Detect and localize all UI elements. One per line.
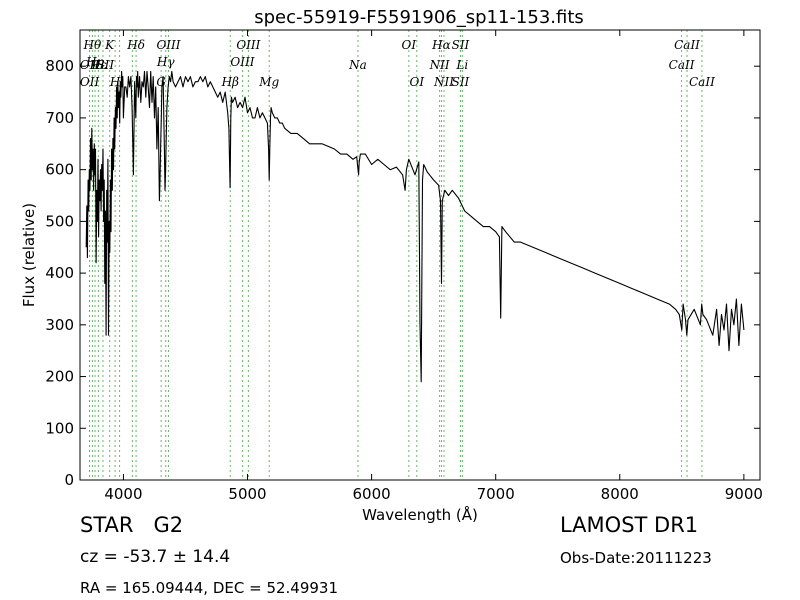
y-tick-label: 500 (45, 212, 74, 230)
line-label: H (109, 75, 121, 89)
line-label: K (104, 38, 115, 52)
survey-name: LAMOST DR1 (560, 513, 699, 537)
line-label: Hβ (221, 75, 239, 89)
object-type: STAR G2 (80, 513, 183, 537)
series-group (85, 70, 745, 383)
x-tick-label: 8000 (601, 485, 639, 503)
x-tick-label: 7000 (477, 485, 515, 503)
object-type-label: STAR (80, 513, 134, 537)
line-label: Hα (431, 38, 451, 52)
line-label: Hη (85, 55, 104, 69)
plot-frame (79, 29, 761, 481)
y-tick-label: 700 (45, 109, 74, 127)
y-tick-label: 400 (45, 264, 74, 282)
x-tick-label: 6000 (353, 485, 391, 503)
line-label: Na (348, 58, 367, 72)
line-label: SII (452, 75, 470, 89)
x-tick-label: 5000 (228, 485, 266, 503)
redshift-text: cz = -53.7 ± 14.4 (80, 547, 231, 567)
x-tick-label: 9000 (725, 485, 763, 503)
y-axis-label: Flux (relative) (20, 203, 38, 307)
line-label: G (156, 75, 166, 89)
chart-title: spec-55919-F5591906_sp11-153.fits (254, 7, 584, 28)
coordinates-text: RA = 165.09444, DEC = 52.49931 (80, 579, 339, 597)
flux-series-line (85, 70, 745, 383)
line-label: OI (402, 38, 417, 52)
object-subclass: G2 (153, 513, 184, 537)
line-label: ISII (91, 58, 115, 72)
line-label: OIII (230, 55, 254, 69)
axis-ticks: 4000 5000 6000 7000 8000 9000 0 100 200 300 400 500… (45, 30, 763, 503)
line-label: OI (409, 75, 424, 89)
x-axis-label: Wavelength (Å) (362, 505, 478, 524)
line-label: CaII (674, 38, 700, 52)
y-tick-label: 800 (45, 57, 74, 75)
line-label: NII (429, 58, 450, 72)
line-label: Mg (258, 75, 279, 89)
line-label: OIII (236, 38, 260, 52)
line-label: CaII (689, 75, 715, 89)
line-label: Li (455, 58, 468, 72)
y-tick-label: 300 (45, 316, 74, 334)
line-label: CaII (669, 58, 695, 72)
observation-date: Obs-Date:20111223 (560, 549, 712, 567)
line-label: Hδ (126, 38, 145, 52)
y-tick-label: 600 (45, 161, 74, 179)
line-label: Hε (89, 58, 107, 72)
line-label: OIII (156, 38, 180, 52)
x-tick-label: 4000 (104, 485, 142, 503)
line-label: Hγ (156, 55, 175, 69)
spectral-line-markers (89, 30, 703, 480)
y-tick-label: 200 (45, 368, 74, 386)
line-label: NII (433, 75, 454, 89)
line-label: Hθ (83, 38, 102, 52)
line-label: OII (80, 75, 100, 89)
line-label: OII (80, 58, 100, 72)
y-tick-label: 100 (45, 419, 74, 437)
y-tick-label: 0 (64, 471, 74, 489)
line-label: SII (452, 38, 470, 52)
